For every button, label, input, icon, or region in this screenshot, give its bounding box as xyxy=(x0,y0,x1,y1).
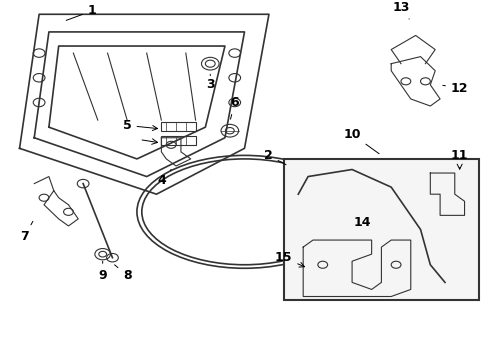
Text: 7: 7 xyxy=(20,221,33,243)
Text: 10: 10 xyxy=(343,128,378,154)
Text: 4: 4 xyxy=(157,170,171,186)
Text: 12: 12 xyxy=(442,82,468,95)
Bar xyxy=(283,159,478,300)
Text: 14: 14 xyxy=(352,216,370,229)
Text: 3: 3 xyxy=(205,74,214,91)
Text: 11: 11 xyxy=(450,149,468,169)
Text: 13: 13 xyxy=(391,1,409,19)
Text: 9: 9 xyxy=(98,261,107,282)
Text: 8: 8 xyxy=(114,265,131,282)
Text: 6: 6 xyxy=(230,96,239,119)
Text: 15: 15 xyxy=(274,251,304,267)
Text: 1: 1 xyxy=(66,4,97,21)
Text: 2: 2 xyxy=(264,149,285,165)
Text: 5: 5 xyxy=(122,119,157,132)
